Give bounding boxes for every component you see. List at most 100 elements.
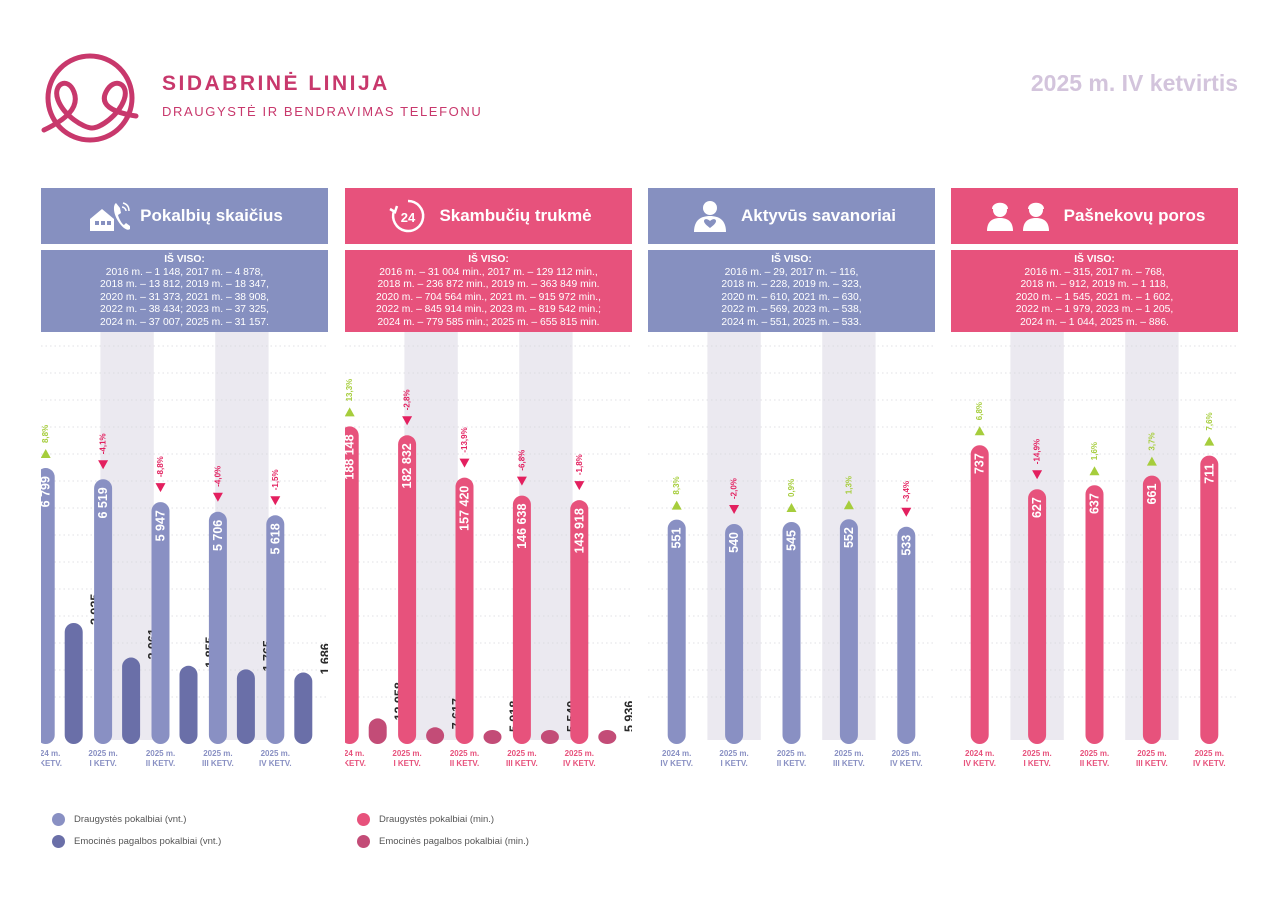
totals-line: 2024 m. – 551, 2025 m. – 533.	[721, 316, 862, 328]
totals-line: 2018 m. – 13 812, 2019 m. – 18 347,	[100, 279, 269, 291]
bar	[598, 730, 617, 744]
bar-value-label: 1 686	[318, 643, 328, 674]
legend-label: Draugystės pokalbiai (min.)	[379, 814, 495, 825]
legend-item: Draugystės pokalbiai (vnt.)	[52, 813, 186, 826]
totals-line: 2022 m. – 569, 2023 m. – 538,	[721, 304, 862, 316]
change-percent-label: -6,8%	[517, 450, 526, 471]
change-arrow-up-icon	[345, 407, 355, 417]
change-arrow-up-icon	[974, 426, 985, 436]
bar-value-label: 545	[785, 530, 799, 551]
totals-box: IŠ VISO: 2016 m. – 29, 2017 m. – 116, 20…	[648, 250, 935, 332]
category-label: 2025 m.	[719, 749, 748, 758]
bar	[897, 526, 916, 744]
change-percent-label: 3,7%	[1147, 432, 1156, 450]
change-arrow-down-icon	[155, 483, 166, 493]
bar-value-label: 188 148	[345, 434, 357, 479]
totals-line: 2016 m. – 29, 2017 m. – 116,	[724, 266, 859, 278]
category-label: 2025 m.	[88, 749, 117, 758]
totals-heading: IŠ VISO:	[1074, 254, 1115, 265]
panel-calls-count: Pokalbių skaičius IŠ VISO: 2016 m. – 1 1…	[41, 188, 328, 778]
category-label: 2025 m.	[777, 749, 806, 758]
category-label: 2025 m.	[1022, 749, 1051, 758]
category-label: 2025 m.	[1080, 749, 1109, 758]
bar	[970, 445, 989, 744]
totals-box: IŠ VISO: 2016 m. – 315, 2017 m. – 768, 2…	[951, 250, 1238, 332]
category-label: I KETV.	[1023, 759, 1050, 768]
bar	[1200, 455, 1219, 744]
category-label: I KETV.	[393, 759, 420, 768]
panel-title: Pokalbių skaičius	[140, 206, 283, 225]
change-arrow-down-icon	[574, 481, 585, 491]
change-arrow-up-icon	[1204, 436, 1215, 446]
bar-value-label: 157 420	[458, 486, 472, 531]
bar	[782, 522, 801, 744]
category-label: 2024 m.	[662, 749, 691, 758]
category-label: III KETV.	[202, 759, 234, 768]
svg-text:24: 24	[401, 210, 416, 225]
change-percent-label: -3,4%	[902, 481, 911, 502]
panel-call-duration: 24 Skambučių trukmė IŠ VISO: 2016 m. – 3…	[345, 188, 632, 778]
totals-line: 2022 m. – 845 914 min., 2023 m. – 819 54…	[376, 304, 601, 316]
totals-line: 2020 m. – 1 545, 2021 m. – 1 602,	[1015, 291, 1174, 303]
bar	[1085, 485, 1104, 744]
totals-heading: IŠ VISO:	[468, 254, 509, 265]
totals-line: 2016 m. – 31 004 min., 2017 m. – 129 112…	[379, 266, 598, 278]
totals-heading: IŠ VISO:	[771, 254, 812, 265]
category-label: II KETV.	[450, 759, 480, 768]
category-label: 2025 m.	[450, 749, 479, 758]
bar-value-label: 5 936	[622, 701, 632, 732]
category-label: 2025 m.	[146, 749, 175, 758]
brand-title: SIDABRINĖ LINIJA	[162, 72, 390, 95]
bar	[455, 477, 474, 744]
bar-value-label: 711	[1202, 464, 1216, 484]
panel-header: Aktyvūs savanoriai	[648, 188, 935, 244]
bar	[426, 727, 445, 744]
bar-value-label: 552	[842, 527, 856, 548]
change-arrow-up-icon	[786, 503, 797, 512]
bar	[1142, 475, 1161, 744]
category-label: 2024 m.	[345, 749, 364, 758]
change-arrow-down-icon	[212, 492, 223, 502]
category-label: I KETV.	[89, 759, 116, 768]
bar	[725, 524, 744, 744]
category-label: 2025 m.	[565, 749, 594, 758]
bar	[540, 730, 559, 744]
bar-value-label: 5 618	[268, 523, 282, 554]
change-percent-label: -14,9%	[1033, 439, 1042, 464]
category-label: 2025 m.	[1137, 749, 1166, 758]
bar	[1028, 489, 1047, 744]
change-percent-label: 6,8%	[975, 402, 984, 420]
panel-pairs: Pašnekovų poros IŠ VISO: 2016 m. – 315, …	[951, 188, 1238, 778]
change-arrow-up-icon	[1146, 456, 1157, 466]
change-percent-label: 8,3%	[672, 476, 681, 494]
category-label: IV KETV.	[563, 759, 596, 768]
bar-value-label: 182 832	[400, 443, 414, 488]
change-arrow-down-icon	[459, 458, 470, 468]
category-label: II KETV.	[777, 759, 807, 768]
bar-value-label: 540	[727, 532, 741, 553]
change-percent-label: 1,3%	[844, 476, 853, 494]
bar-value-label: 533	[899, 535, 913, 556]
category-label: 2024 m.	[965, 749, 994, 758]
category-label: IV KETV.	[963, 759, 996, 768]
legend-swatch	[357, 813, 370, 826]
change-percent-label: -13,9%	[460, 427, 469, 452]
pair-icon	[984, 196, 1056, 236]
category-label: III KETV.	[1136, 759, 1168, 768]
bar	[570, 500, 589, 744]
category-label: IV KETV.	[660, 759, 693, 768]
category-label: IV KETV.	[890, 759, 923, 768]
category-label: 2025 m.	[892, 749, 921, 758]
bar-value-label: 737	[973, 453, 987, 474]
category-label: II KETV.	[146, 759, 176, 768]
change-percent-label: -4,1%	[99, 433, 108, 454]
bar-value-label: 6 799	[41, 476, 53, 507]
totals-heading: IŠ VISO:	[164, 254, 205, 265]
house-phone-icon	[86, 196, 132, 236]
change-percent-label: -8,8%	[156, 456, 165, 477]
category-label: IV KETV.	[259, 759, 292, 768]
category-label: 2025 m.	[261, 749, 290, 758]
bar-value-label: 661	[1145, 484, 1159, 505]
